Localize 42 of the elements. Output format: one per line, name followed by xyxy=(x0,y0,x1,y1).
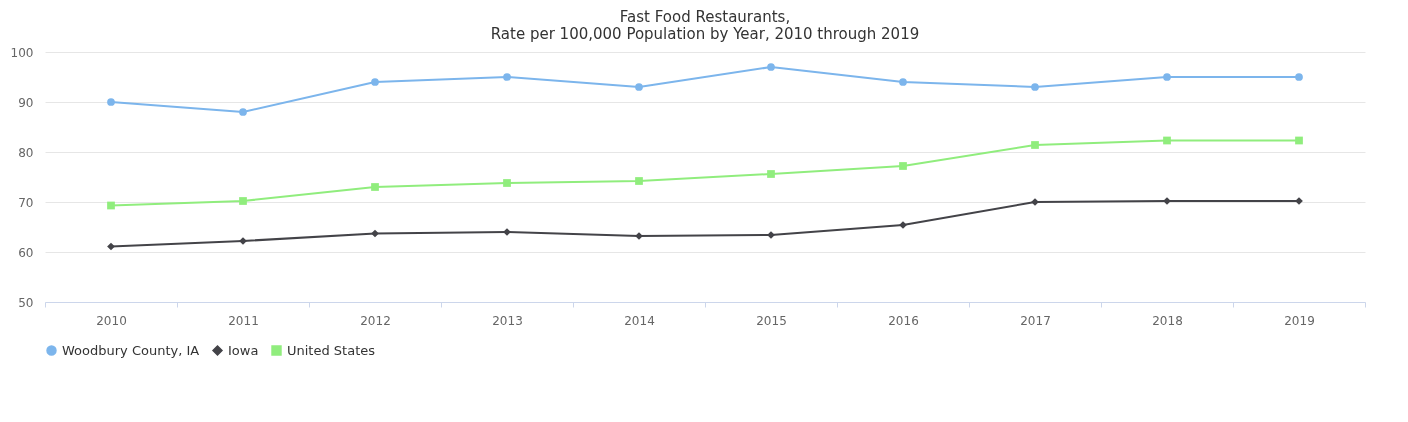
y-tick-label: 70 xyxy=(18,195,34,210)
point xyxy=(899,162,907,170)
point xyxy=(371,183,379,191)
point xyxy=(1295,136,1303,145)
chart-title: Fast Food Restaurants, Rate per 100,000 Population by Year, 2010 through 2019 xyxy=(490,8,920,43)
point xyxy=(503,179,511,187)
point xyxy=(1031,141,1039,149)
point xyxy=(635,177,643,185)
point xyxy=(239,197,247,205)
point xyxy=(1295,73,1303,81)
x-tick-label: 2014 xyxy=(624,313,655,328)
point xyxy=(635,83,643,91)
x-tick-label: 2016 xyxy=(888,313,919,328)
y-tick-label: 80 xyxy=(18,145,34,160)
legend-label: Woodbury County, IA xyxy=(62,342,200,358)
point xyxy=(371,78,379,86)
point xyxy=(1163,136,1171,145)
point xyxy=(107,242,115,251)
legend-label: Iowa xyxy=(228,342,259,358)
legend-label: United States xyxy=(287,342,376,358)
x-tick-label: 2013 xyxy=(492,313,523,328)
point xyxy=(1163,73,1171,81)
point xyxy=(1031,83,1039,91)
point xyxy=(107,98,115,106)
y-tick-label: 50 xyxy=(18,295,34,310)
x-tick-label: 2019 xyxy=(1284,313,1315,328)
point xyxy=(899,78,907,86)
x-tick-label: 2011 xyxy=(228,313,259,328)
point xyxy=(767,63,775,71)
x-tick-label: 2015 xyxy=(756,313,787,328)
x-tick-label: 2018 xyxy=(1152,313,1183,328)
point xyxy=(503,73,511,81)
x-tick-label: 2010 xyxy=(96,313,127,328)
x-tick-label: 2012 xyxy=(360,313,391,328)
x-tick-label: 2017 xyxy=(1020,313,1051,328)
point xyxy=(239,108,247,116)
y-tick-label: 90 xyxy=(18,95,34,110)
point xyxy=(767,170,775,178)
y-tick-label: 60 xyxy=(18,245,34,260)
point xyxy=(107,201,115,210)
point xyxy=(371,229,379,238)
y-tick-label: 100 xyxy=(10,45,34,60)
